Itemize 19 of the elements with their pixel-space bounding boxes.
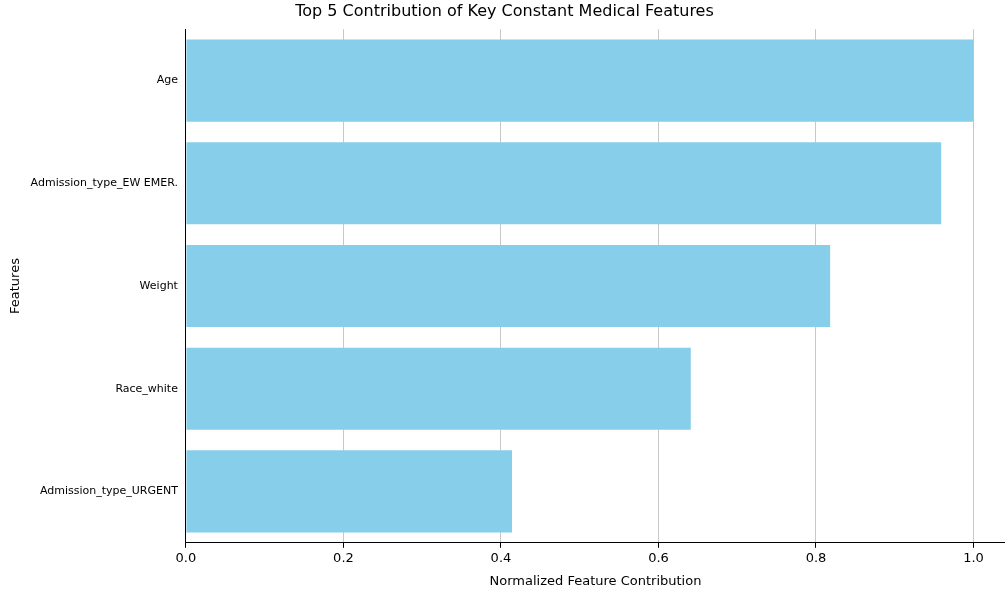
bar [186,142,942,225]
bar [186,244,831,328]
y-axis-title: Features [7,257,23,314]
bar [186,39,974,122]
chart-title: Top 5 Contribution of Key Constant Medical Features [294,0,714,20]
x-tick-label: 0.2 [333,549,354,565]
y-tick-label: Race_white [115,381,179,395]
x-tick-label: 0.8 [805,549,827,565]
x-tick-label: 0.6 [648,549,669,565]
bar [186,347,691,430]
y-tick-label: Weight [139,278,179,292]
y-tick-label: Admission_type_URGENT [39,484,179,498]
x-tick-label: 1.0 [963,549,984,565]
x-tick-label: 0.0 [175,549,197,565]
x-tick-label: 0.4 [490,549,512,565]
bar [186,450,512,533]
y-tick-label: Age [156,73,179,87]
y-tick-label: Admission_type_EW EMER. [30,176,178,190]
x-axis-title: Normalized Feature Contribution [489,572,702,588]
